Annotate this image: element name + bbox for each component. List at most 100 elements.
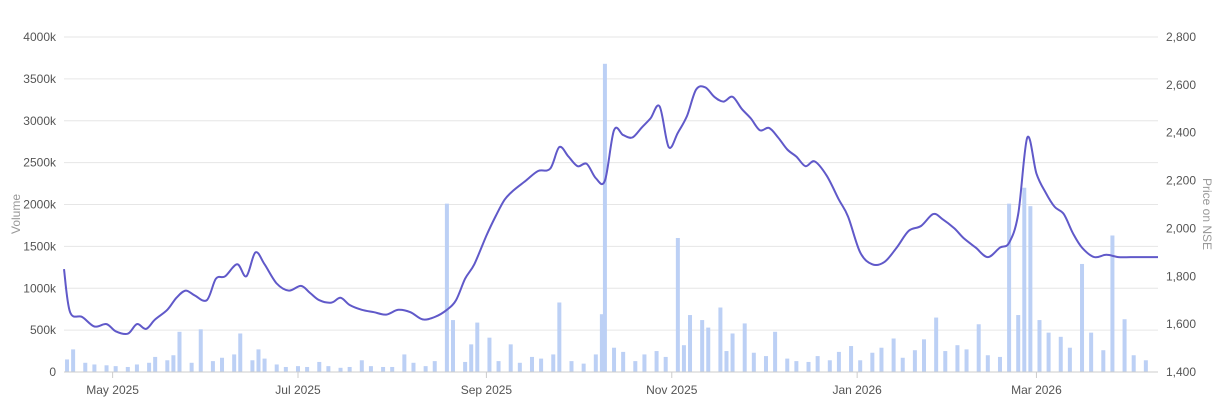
volume-bar	[177, 331, 182, 372]
volume-bar	[487, 337, 492, 372]
right-tick-label: 1,800	[1166, 269, 1196, 283]
volume-bar	[1046, 332, 1051, 372]
gridlines	[64, 36, 1158, 373]
volume-bar	[599, 314, 604, 372]
volume-bar	[232, 354, 237, 372]
volume-bar	[891, 338, 896, 372]
volume-bar	[900, 357, 905, 372]
x-tick-label: Sep 2025	[461, 383, 513, 397]
volume-bar	[581, 363, 586, 372]
right-tick-label: 2,000	[1166, 221, 1196, 235]
right-tick-label: 2,800	[1166, 30, 1196, 44]
volume-bar	[1080, 263, 1085, 372]
volume-bar	[65, 359, 70, 372]
volume-bar	[147, 362, 152, 372]
volume-bar	[1110, 235, 1115, 372]
volume-bar	[602, 63, 607, 373]
volume-bar	[475, 322, 480, 372]
x-tick-label: Jul 2025	[275, 383, 321, 397]
right-tick-label: 1,600	[1166, 317, 1196, 331]
volume-bar	[517, 362, 522, 372]
volume-bar	[210, 361, 215, 372]
volume-bar	[997, 356, 1002, 372]
volume-bar	[450, 320, 455, 372]
volume-bar	[827, 360, 832, 372]
price-line	[63, 85, 1158, 336]
volume-bar	[681, 345, 686, 372]
volume-bar	[943, 351, 948, 372]
volume-bar	[1122, 319, 1127, 372]
volume-bar	[870, 352, 875, 372]
volume-bar	[153, 356, 158, 372]
volume-bar	[751, 352, 756, 372]
volume-bar	[934, 317, 939, 372]
volume-bar	[134, 364, 139, 372]
volume-bar	[338, 367, 343, 372]
volume-bar	[1016, 315, 1021, 372]
volume-bar	[688, 315, 693, 372]
x-tick-label: Nov 2025	[646, 383, 698, 397]
volume-bar	[706, 327, 711, 372]
volume-bar	[912, 350, 917, 372]
volume-bar	[1089, 332, 1094, 372]
volume-bar	[171, 355, 176, 372]
x-tick-label: May 2025	[86, 383, 139, 397]
volume-bar	[83, 362, 88, 372]
volume-bar	[654, 351, 659, 372]
volume-bar	[250, 360, 255, 372]
volume-bar	[773, 331, 778, 372]
left-tick-label: 1000k	[23, 281, 57, 295]
volume-bar	[220, 357, 225, 372]
x-axis-ticks: May 2025 Jul 2025 Sep 2025 Nov 2025 Jan 2026…	[86, 372, 1062, 397]
volume-bar	[539, 358, 544, 372]
volume-bar	[113, 366, 118, 372]
volume-bar	[642, 354, 647, 372]
volume-bar	[551, 354, 556, 372]
volume-bar	[663, 356, 668, 372]
volume-bar	[593, 354, 598, 372]
volume-bar	[469, 344, 474, 372]
right-axis-ticks: 1,400 1,600 1,800 2,000 2,200 2,400 2,600 2,800	[1166, 30, 1196, 379]
volume-bar	[390, 366, 395, 372]
left-axis-ticks: 0 500k 1000k 1500k 2000k 2500k 3000k 3500k 4000k	[23, 30, 57, 379]
left-tick-label: 3000k	[23, 114, 57, 128]
volume-bar	[815, 356, 820, 372]
volume-bar	[794, 361, 799, 372]
volume-bar	[359, 360, 364, 372]
volume-bar	[836, 351, 841, 372]
left-axis-title: Volume	[9, 194, 23, 234]
volume-bar	[508, 344, 513, 372]
volume-bar	[1067, 347, 1072, 372]
volume-bar	[305, 366, 310, 372]
volume-bar	[189, 362, 194, 372]
volume-bar	[423, 366, 428, 372]
x-tick-label: Mar 2026	[1011, 383, 1062, 397]
volume-bar	[633, 361, 638, 372]
left-tick-label: 2000k	[23, 198, 57, 212]
volume-bar	[724, 351, 729, 372]
volume-bar	[985, 355, 990, 372]
volume-bar	[612, 347, 617, 372]
volume-bar	[879, 347, 884, 372]
volume-bar	[104, 365, 109, 372]
volume-bar	[283, 366, 288, 372]
volume-bar	[1028, 206, 1033, 372]
volume-bar	[529, 356, 534, 372]
volume-bar	[742, 323, 747, 372]
volume-bar	[964, 349, 969, 372]
volume-bar	[125, 366, 130, 372]
volume-bar	[463, 361, 468, 372]
volume-bar	[496, 361, 501, 372]
volume-bar	[849, 346, 854, 372]
volume-bar	[1058, 336, 1063, 372]
left-tick-label: 0	[49, 365, 56, 379]
volume-bar	[432, 361, 437, 372]
volume-bar	[295, 366, 300, 372]
volume-bar	[1022, 187, 1027, 372]
volume-bar	[71, 349, 76, 372]
volume-bar	[402, 354, 407, 372]
volume-bar	[256, 349, 261, 372]
left-tick-label: 2500k	[23, 156, 57, 170]
volume-bar	[1037, 320, 1042, 372]
